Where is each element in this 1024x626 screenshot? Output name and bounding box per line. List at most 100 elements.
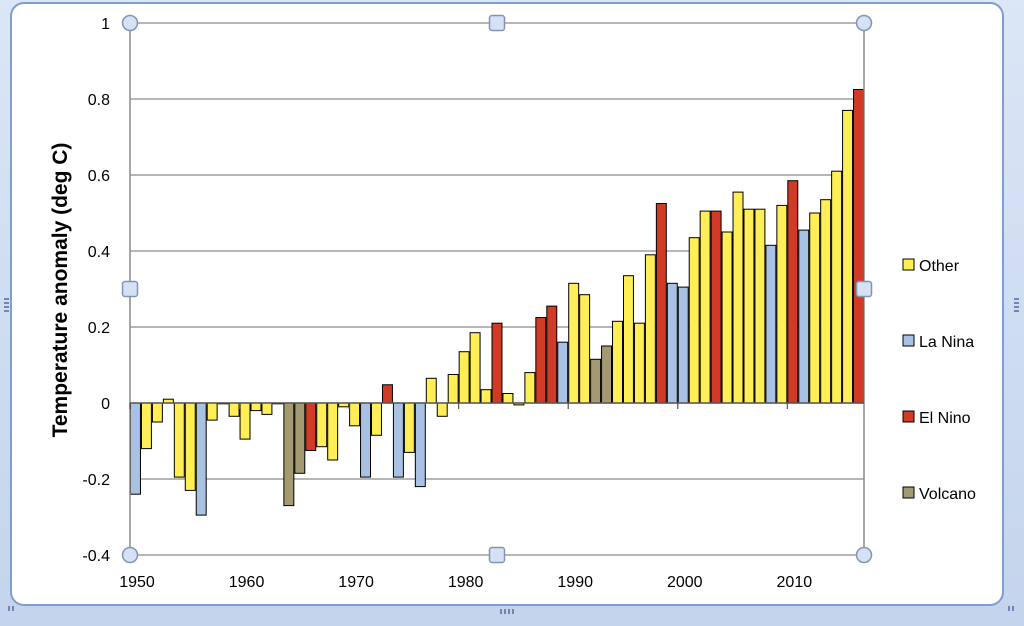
bar-1965 xyxy=(294,402,306,474)
resize-grip-right[interactable] xyxy=(1014,296,1019,312)
bar-1982 xyxy=(480,389,492,404)
x-tick-label: 1970 xyxy=(338,574,374,591)
bar-1968 xyxy=(327,402,339,461)
x-tick-label: 2010 xyxy=(777,574,813,591)
bar-1973 xyxy=(381,384,393,404)
bar-1978 xyxy=(436,402,448,417)
x-tick-label: 1980 xyxy=(448,574,484,591)
bar-1984 xyxy=(502,393,514,404)
bar-1955 xyxy=(184,402,196,491)
bar-2014 xyxy=(831,170,843,404)
bar-2000 xyxy=(677,286,689,404)
legend-swatch-la-nina xyxy=(902,334,915,347)
bar-2006 xyxy=(743,208,755,404)
corner-resize-handle[interactable] xyxy=(121,546,139,564)
bar-1997 xyxy=(644,254,656,404)
bar-2002 xyxy=(699,210,711,404)
bar-1993 xyxy=(601,345,613,404)
bar-2011 xyxy=(798,229,810,404)
bar-1966 xyxy=(305,402,317,451)
side-resize-handle[interactable] xyxy=(855,280,873,298)
x-tick-labels: 1950 1960 1970 1980 1990 2000 2010 xyxy=(119,574,812,591)
bar-1956 xyxy=(195,402,207,516)
corner-resize-handle[interactable] xyxy=(855,14,873,32)
bar-2010 xyxy=(787,180,799,404)
bar-1971 xyxy=(360,402,372,478)
x-tick-label: 2000 xyxy=(667,574,703,591)
legend-label: Other xyxy=(919,258,960,275)
bar-1950 xyxy=(130,402,141,495)
bar-2008 xyxy=(765,244,777,404)
bar-1995 xyxy=(622,275,634,404)
bar-1988 xyxy=(546,305,558,404)
bar-1954 xyxy=(173,402,185,478)
corner-resize-handle[interactable] xyxy=(855,546,873,564)
bar-1976 xyxy=(414,402,426,488)
bar-1974 xyxy=(392,402,404,478)
resize-grip-bottom[interactable] xyxy=(500,609,516,614)
bar-1981 xyxy=(469,332,481,404)
bar-1986 xyxy=(524,372,536,404)
bar-1999 xyxy=(666,282,678,404)
side-resize-handle[interactable] xyxy=(488,546,506,564)
bar-1962 xyxy=(261,402,273,415)
bar-1961 xyxy=(250,402,262,412)
bar-1996 xyxy=(633,322,645,404)
bar-2001 xyxy=(688,237,700,404)
corner-resize-handle[interactable] xyxy=(121,14,139,32)
bar-1990 xyxy=(568,282,580,404)
side-resize-handle[interactable] xyxy=(488,14,506,32)
bar-1977 xyxy=(425,377,437,404)
y-axis-label: Temperature anomaly (deg C) xyxy=(49,143,72,438)
bar-1975 xyxy=(403,402,415,453)
bar-1959 xyxy=(228,402,240,417)
legend-swatch-el-nino xyxy=(902,410,915,423)
y-tick-label: 0 xyxy=(101,396,110,413)
bar-2013 xyxy=(820,199,832,404)
bar-1967 xyxy=(316,402,328,448)
bar-1989 xyxy=(557,341,569,404)
legend-swatch-volcano xyxy=(902,486,915,499)
resize-grip-bottom-right[interactable] xyxy=(1008,606,1016,611)
y-tick-label: 0.8 xyxy=(88,92,110,109)
bar-1957 xyxy=(206,402,218,421)
selection-handles xyxy=(121,14,873,564)
legend-swatch-other xyxy=(902,258,915,271)
bar-2012 xyxy=(809,212,821,404)
legend-label: Volcano xyxy=(919,486,976,503)
y-tick-label: 0.2 xyxy=(88,320,110,337)
side-resize-handle[interactable] xyxy=(121,280,139,298)
bar-1992 xyxy=(590,358,602,404)
bar-1980 xyxy=(458,351,470,404)
bar-1951 xyxy=(140,402,152,450)
bar-1991 xyxy=(579,294,591,404)
bar-1960 xyxy=(239,402,251,440)
bar-1964 xyxy=(283,402,295,507)
bar-2003 xyxy=(710,210,722,404)
resize-grip-bottom-left[interactable] xyxy=(8,606,16,611)
y-tick-label: 0.6 xyxy=(88,168,110,185)
y-tick-labels: 1 0.8 0.6 0.4 0.2 0 -0.2 -0.4 xyxy=(82,16,110,565)
x-tick-label: 1960 xyxy=(229,574,265,591)
bar-2015 xyxy=(842,109,854,404)
y-tick-label: 1 xyxy=(101,16,110,33)
bar-2009 xyxy=(776,204,788,404)
legend-label: La Nina xyxy=(919,334,974,351)
x-tick-label: 1950 xyxy=(119,574,155,591)
y-tick-label: -0.2 xyxy=(82,472,110,489)
resize-grip-left[interactable] xyxy=(4,296,9,312)
y-tick-label: -0.4 xyxy=(82,548,110,565)
bar-1952 xyxy=(151,402,163,423)
bar-2005 xyxy=(732,191,744,404)
legend: Other La Nina El Nino Volcano xyxy=(902,258,976,503)
bar-1983 xyxy=(491,322,503,404)
bar-2016 xyxy=(853,89,865,404)
bar-2004 xyxy=(721,231,733,404)
bar-1979 xyxy=(447,374,459,404)
legend-label: El Nino xyxy=(919,410,971,427)
bar-series xyxy=(130,89,865,516)
bar-2007 xyxy=(754,208,766,404)
bar-1998 xyxy=(655,203,667,404)
bar-1972 xyxy=(371,402,382,436)
